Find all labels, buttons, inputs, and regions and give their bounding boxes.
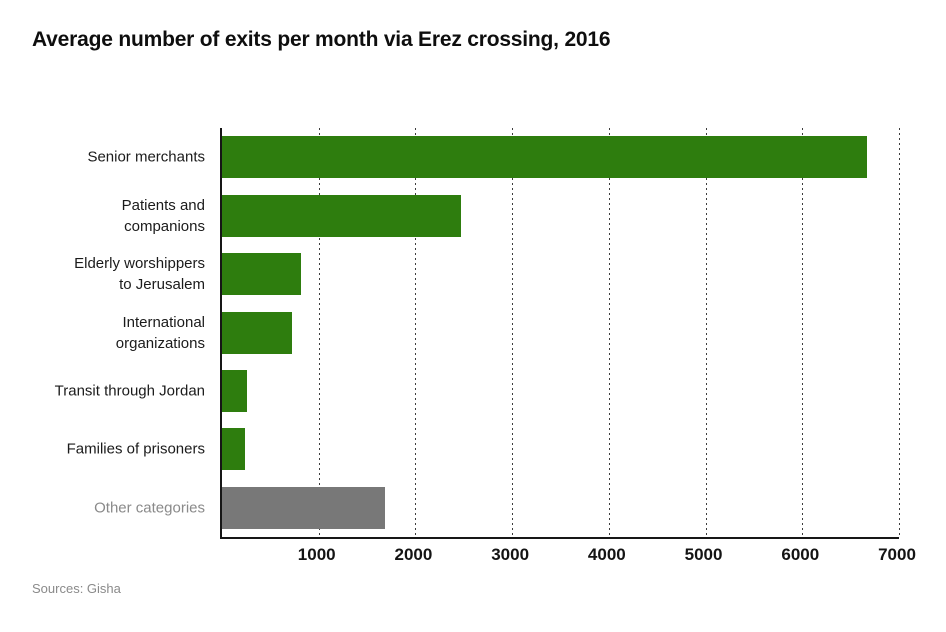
y-axis-label: Other categories bbox=[94, 499, 205, 517]
x-tick-label: 5000 bbox=[684, 545, 723, 564]
chart-title: Average number of exits per month via Er… bbox=[32, 28, 611, 51]
x-tick-label: 4000 bbox=[587, 545, 626, 564]
gridline-6000 bbox=[802, 128, 804, 537]
bar bbox=[222, 369, 248, 412]
bar bbox=[222, 194, 461, 237]
gridline-7000 bbox=[899, 128, 900, 537]
x-tick-label: 1000 bbox=[297, 545, 336, 564]
y-axis-label: Elderly worshippers to Jerusalem bbox=[74, 255, 205, 294]
bar bbox=[222, 311, 292, 354]
y-axis-label: Patients and companions bbox=[121, 196, 205, 235]
bar bbox=[222, 428, 246, 471]
gridline-2000 bbox=[415, 128, 417, 537]
gridline-3000 bbox=[512, 128, 514, 537]
gridline-4000 bbox=[608, 128, 610, 537]
gridline-5000 bbox=[705, 128, 707, 537]
x-tick-label: 6000 bbox=[781, 545, 820, 564]
gridline-1000 bbox=[318, 128, 320, 537]
y-axis-label: International organizations bbox=[115, 313, 205, 352]
bar bbox=[222, 486, 386, 529]
bar bbox=[222, 136, 868, 179]
source-note: Sources: Gisha bbox=[32, 581, 121, 596]
bar bbox=[222, 253, 302, 296]
plot-area bbox=[220, 128, 900, 539]
y-axis-label: Senior merchants bbox=[87, 148, 205, 166]
x-tick-label: 3000 bbox=[491, 545, 530, 564]
x-tick-label: 2000 bbox=[394, 545, 433, 564]
x-tick-label: 7000 bbox=[878, 545, 916, 564]
y-axis-label: Transit through Jordan bbox=[54, 382, 205, 400]
y-axis-label: Families of prisoners bbox=[66, 440, 205, 458]
